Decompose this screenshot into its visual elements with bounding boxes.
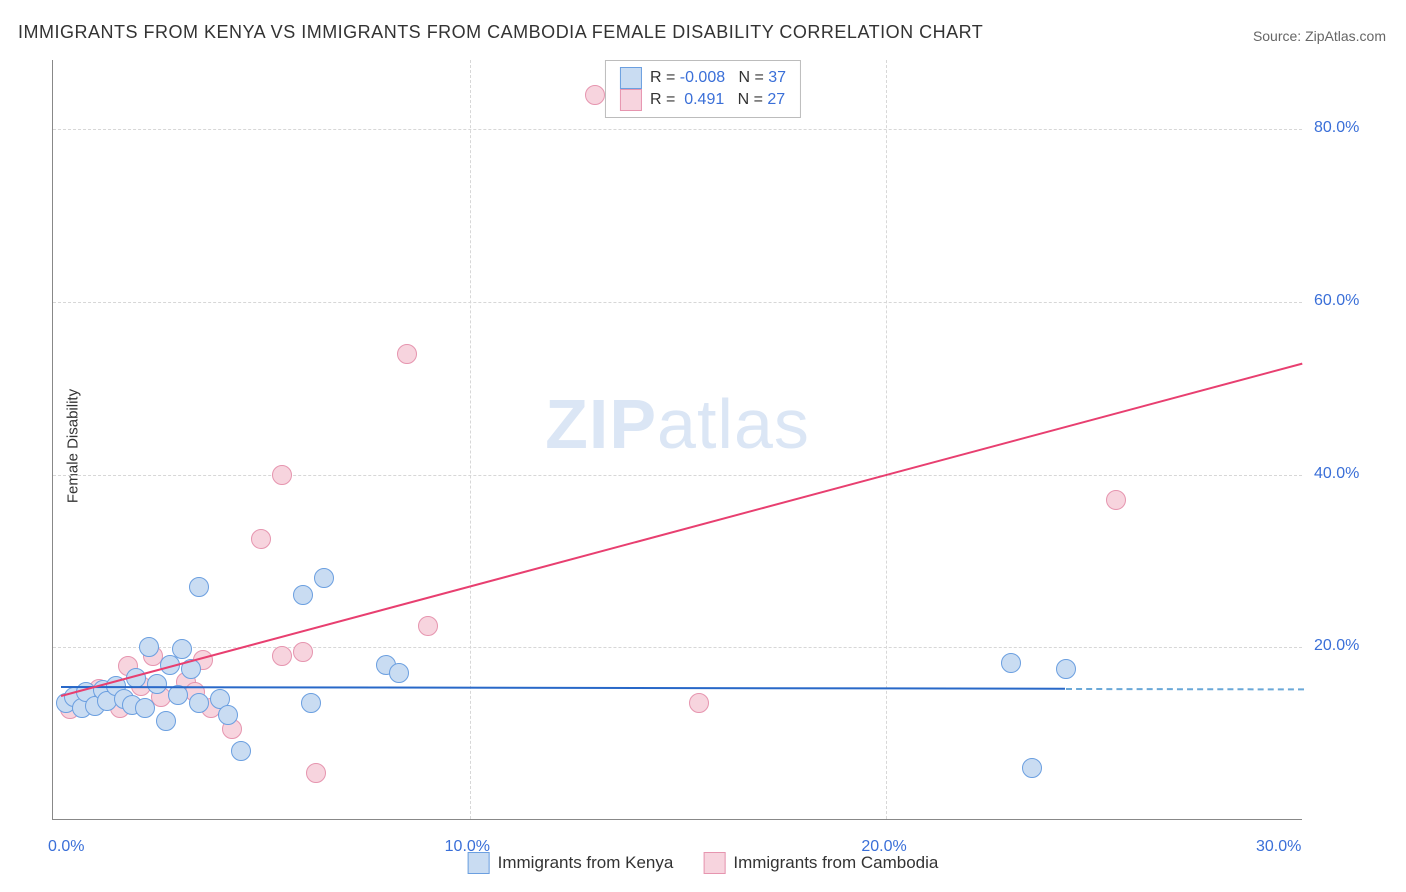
y-tick-label: 40.0% — [1314, 465, 1359, 483]
scatter-point — [147, 674, 167, 694]
legend-swatch — [620, 89, 642, 111]
scatter-point — [172, 639, 192, 659]
legend-series-label: Immigrants from Kenya — [498, 853, 674, 873]
scatter-point — [218, 705, 238, 725]
gridline-vertical — [886, 60, 887, 819]
scatter-point — [1001, 653, 1021, 673]
trend-line — [61, 686, 1065, 690]
source-attribution: Source: ZipAtlas.com — [1253, 28, 1386, 44]
scatter-point — [156, 711, 176, 731]
trend-line-extrapolated — [1065, 688, 1303, 690]
scatter-point — [418, 616, 438, 636]
x-tick-label: 0.0% — [48, 838, 84, 856]
scatter-point — [251, 529, 271, 549]
y-tick-label: 80.0% — [1314, 119, 1359, 137]
y-tick-label: 60.0% — [1314, 292, 1359, 310]
chart-title: IMMIGRANTS FROM KENYA VS IMMIGRANTS FROM… — [18, 22, 983, 43]
legend-swatch — [703, 852, 725, 874]
legend-series-label: Immigrants from Cambodia — [733, 853, 938, 873]
x-tick-label: 10.0% — [445, 838, 490, 856]
watermark: ZIPatlas — [545, 384, 810, 464]
legend-correlation-row: R = 0.491 N = 27 — [620, 89, 786, 111]
scatter-point — [585, 85, 605, 105]
scatter-point — [272, 465, 292, 485]
scatter-point — [139, 637, 159, 657]
scatter-point — [293, 585, 313, 605]
scatter-point — [189, 577, 209, 597]
scatter-point — [306, 763, 326, 783]
scatter-point — [1022, 758, 1042, 778]
legend-series-item: Immigrants from Kenya — [468, 852, 674, 874]
scatter-point — [293, 642, 313, 662]
scatter-point — [231, 741, 251, 761]
gridline-horizontal — [53, 475, 1302, 476]
y-tick-label: 20.0% — [1314, 637, 1359, 655]
scatter-point — [1056, 659, 1076, 679]
scatter-point — [272, 646, 292, 666]
scatter-point — [689, 693, 709, 713]
gridline-vertical — [470, 60, 471, 819]
scatter-point — [301, 693, 321, 713]
legend-correlation: R = -0.008 N = 37R = 0.491 N = 27 — [605, 60, 801, 118]
scatter-point — [314, 568, 334, 588]
gridline-horizontal — [53, 302, 1302, 303]
scatter-point — [1106, 490, 1126, 510]
x-tick-label: 20.0% — [861, 838, 906, 856]
gridline-horizontal — [53, 129, 1302, 130]
scatter-point — [389, 663, 409, 683]
scatter-point — [189, 693, 209, 713]
scatter-point — [135, 698, 155, 718]
scatter-point — [397, 344, 417, 364]
x-tick-label: 30.0% — [1256, 838, 1301, 856]
plot-area: ZIPatlas — [52, 60, 1302, 820]
legend-correlation-row: R = -0.008 N = 37 — [620, 67, 786, 89]
legend-swatch — [620, 67, 642, 89]
